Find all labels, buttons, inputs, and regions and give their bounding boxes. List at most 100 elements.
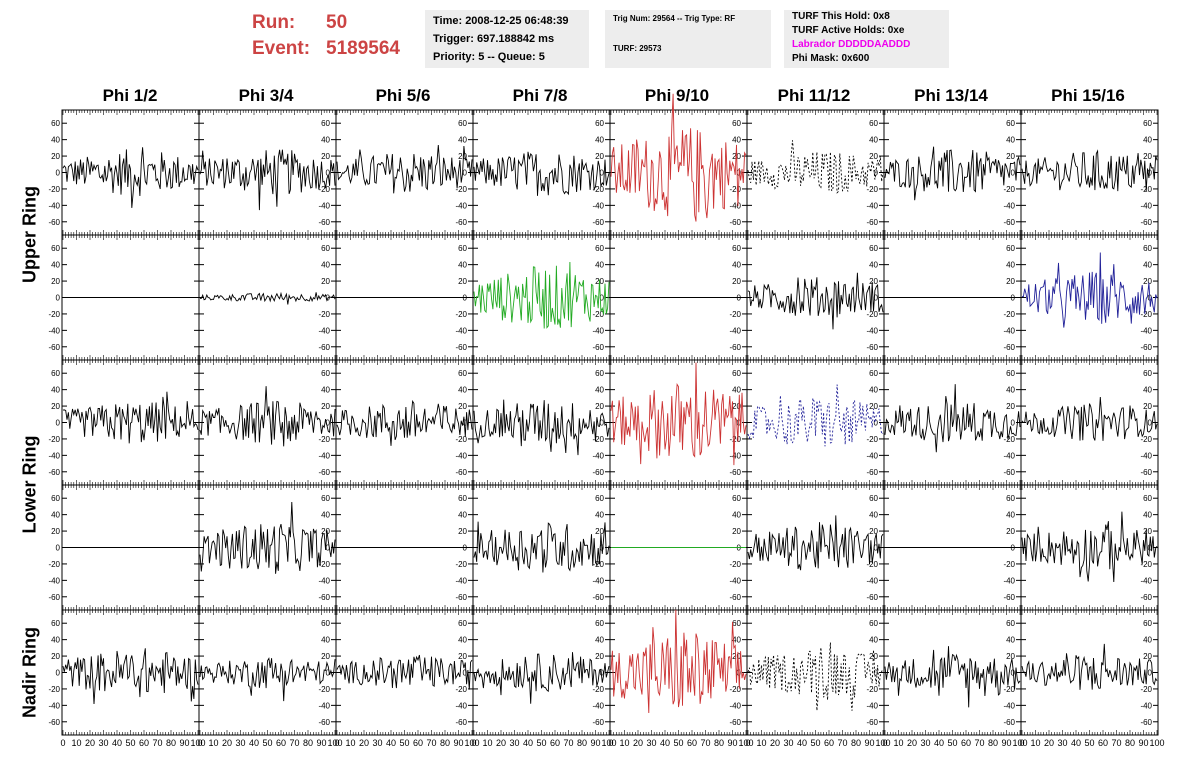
y-tick-label: 60: [595, 494, 604, 503]
y-tick-label: -40: [48, 701, 60, 710]
waveform-line: [199, 657, 336, 702]
y-tick-label: 60: [321, 119, 330, 128]
y-tick-label: 20: [1143, 152, 1152, 161]
y-tick-label: -40: [866, 576, 878, 585]
turf-hold-text: TURF This Hold: 0x8: [792, 11, 890, 22]
y-tick-label: 40: [51, 136, 60, 145]
y-tick-label: -60: [318, 218, 330, 227]
y-tick-label: 40: [321, 261, 330, 270]
waveform-line: [884, 384, 1021, 453]
y-tick-label: 20: [458, 402, 467, 411]
trig-num-text: Trig Num: 29564 -- Trig Type: RF: [613, 14, 736, 23]
y-tick-label: -20: [48, 560, 60, 569]
y-tick-label: 60: [595, 369, 604, 378]
y-tick-label: -40: [318, 201, 330, 210]
y-tick-label: -20: [729, 310, 741, 319]
panel-frame: [61, 359, 200, 486]
y-tick-label: 0: [600, 294, 605, 303]
time-info-box: Time: 2008-12-25 06:48:39 Trigger: 697.1…: [425, 10, 589, 68]
phi-mask-text: Phi Mask: 0x600: [792, 53, 870, 64]
y-tick-label: 40: [1006, 136, 1015, 145]
waveform-line: [199, 386, 336, 447]
panel-frame: [746, 359, 885, 486]
y-tick-label: 40: [595, 261, 604, 270]
y-tick-label: 40: [321, 636, 330, 645]
y-tick-label: -60: [1140, 468, 1152, 477]
y-tick-label: -20: [592, 185, 604, 194]
waveform-line: [747, 272, 884, 330]
y-tick-label: -20: [48, 310, 60, 319]
y-tick-label: -60: [1003, 218, 1015, 227]
event-value: 5189564: [326, 38, 400, 59]
y-tick-label: -20: [866, 560, 878, 569]
y-tick-label: -40: [455, 201, 467, 210]
y-tick-label: 60: [1006, 369, 1015, 378]
y-tick-label: -40: [592, 451, 604, 460]
y-tick-label: -60: [48, 218, 60, 227]
y-tick-label: -20: [866, 685, 878, 694]
y-tick-label: 40: [1006, 261, 1015, 270]
y-tick-label: -60: [1140, 593, 1152, 602]
waveform-line: [1021, 511, 1158, 583]
y-tick-label: -40: [592, 326, 604, 335]
waveform-line: [473, 261, 610, 329]
y-tick-label: 40: [869, 636, 878, 645]
y-tick-label: -20: [455, 435, 467, 444]
y-tick-label: 20: [869, 527, 878, 536]
y-tick-label: -60: [48, 593, 60, 602]
y-tick-label: 40: [732, 261, 741, 270]
column-title: Phi 7/8: [512, 86, 568, 105]
waveform-line: [473, 652, 610, 704]
y-tick-label: -20: [318, 185, 330, 194]
y-tick-label: 20: [1143, 527, 1152, 536]
waveform-line: [62, 147, 199, 208]
y-tick-label: 0: [463, 669, 468, 678]
y-tick-label: 40: [458, 636, 467, 645]
y-tick-label: 20: [595, 527, 604, 536]
y-tick-label: 40: [1143, 636, 1152, 645]
y-tick-label: -60: [1003, 468, 1015, 477]
waveform-line: [747, 515, 884, 571]
panel-frame: [609, 109, 748, 236]
y-tick-label: -20: [866, 185, 878, 194]
y-tick-label: 20: [869, 152, 878, 161]
panel-frame: [609, 609, 748, 736]
waveform-line: [336, 144, 473, 194]
y-tick-label: -40: [455, 576, 467, 585]
y-tick-label: 60: [595, 619, 604, 628]
y-tick-label: 40: [321, 136, 330, 145]
y-tick-label: 20: [1143, 402, 1152, 411]
y-tick-label: -60: [455, 468, 467, 477]
y-tick-label: 20: [1143, 277, 1152, 286]
y-tick-label: -60: [1003, 593, 1015, 602]
y-tick-label: -40: [1140, 201, 1152, 210]
y-tick-label: 20: [321, 527, 330, 536]
trigger-info-box: Trig Num: 29564 -- Trig Type: RF TURF: 2…: [605, 10, 771, 68]
y-tick-label: -60: [1140, 718, 1152, 727]
y-tick-label: 0: [874, 669, 879, 678]
y-tick-label: 0: [56, 294, 61, 303]
panel-frame: [746, 484, 885, 611]
y-tick-label: 0: [874, 544, 879, 553]
y-tick-label: 0: [56, 419, 61, 428]
y-tick-label: 40: [1006, 386, 1015, 395]
labrador-text: Labrador DDDDDAADDD: [792, 39, 911, 50]
y-tick-label: 0: [326, 544, 331, 553]
y-tick-label: -40: [318, 576, 330, 585]
waveform-line: [1021, 252, 1158, 328]
y-tick-label: -60: [455, 718, 467, 727]
y-tick-label: 20: [321, 652, 330, 661]
y-tick-label: -20: [866, 435, 878, 444]
y-tick-label: 0: [463, 419, 468, 428]
y-tick-label: 60: [321, 619, 330, 628]
y-tick-label: 40: [595, 636, 604, 645]
